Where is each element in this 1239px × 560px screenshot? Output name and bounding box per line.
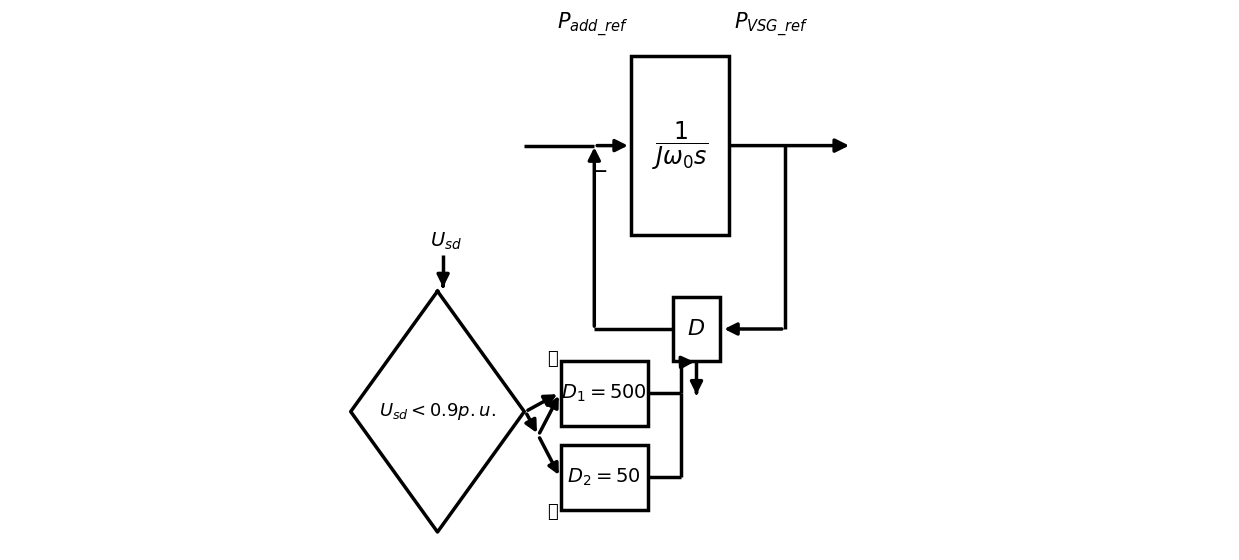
Text: $\mathit{P}_{VSG\_ref}$: $\mathit{P}_{VSG\_ref}$: [735, 11, 809, 39]
Text: $\mathit{D}_2=50$: $\mathit{D}_2=50$: [567, 466, 641, 488]
Bar: [561, 361, 648, 426]
Text: $\mathit{U}_{sd}$: $\mathit{U}_{sd}$: [430, 231, 462, 252]
Bar: [561, 445, 648, 510]
Bar: [631, 56, 729, 235]
Text: $\mathit{U}_{sd}<0.9p.u.$: $\mathit{U}_{sd}<0.9p.u.$: [379, 401, 496, 422]
Text: $\mathit{P}_{add\_ref}$: $\mathit{P}_{add\_ref}$: [556, 11, 628, 39]
Polygon shape: [351, 291, 524, 532]
Text: $\mathit{D}_1=500$: $\mathit{D}_1=500$: [561, 382, 647, 404]
Text: $\dfrac{1}{J\omega_0 s}$: $\dfrac{1}{J\omega_0 s}$: [652, 119, 707, 172]
Bar: [673, 297, 720, 361]
Text: $\mathit{D}$: $\mathit{D}$: [688, 319, 705, 339]
Text: $-$: $-$: [590, 160, 607, 180]
Text: 是: 是: [546, 503, 558, 521]
Text: 否: 否: [546, 350, 558, 368]
